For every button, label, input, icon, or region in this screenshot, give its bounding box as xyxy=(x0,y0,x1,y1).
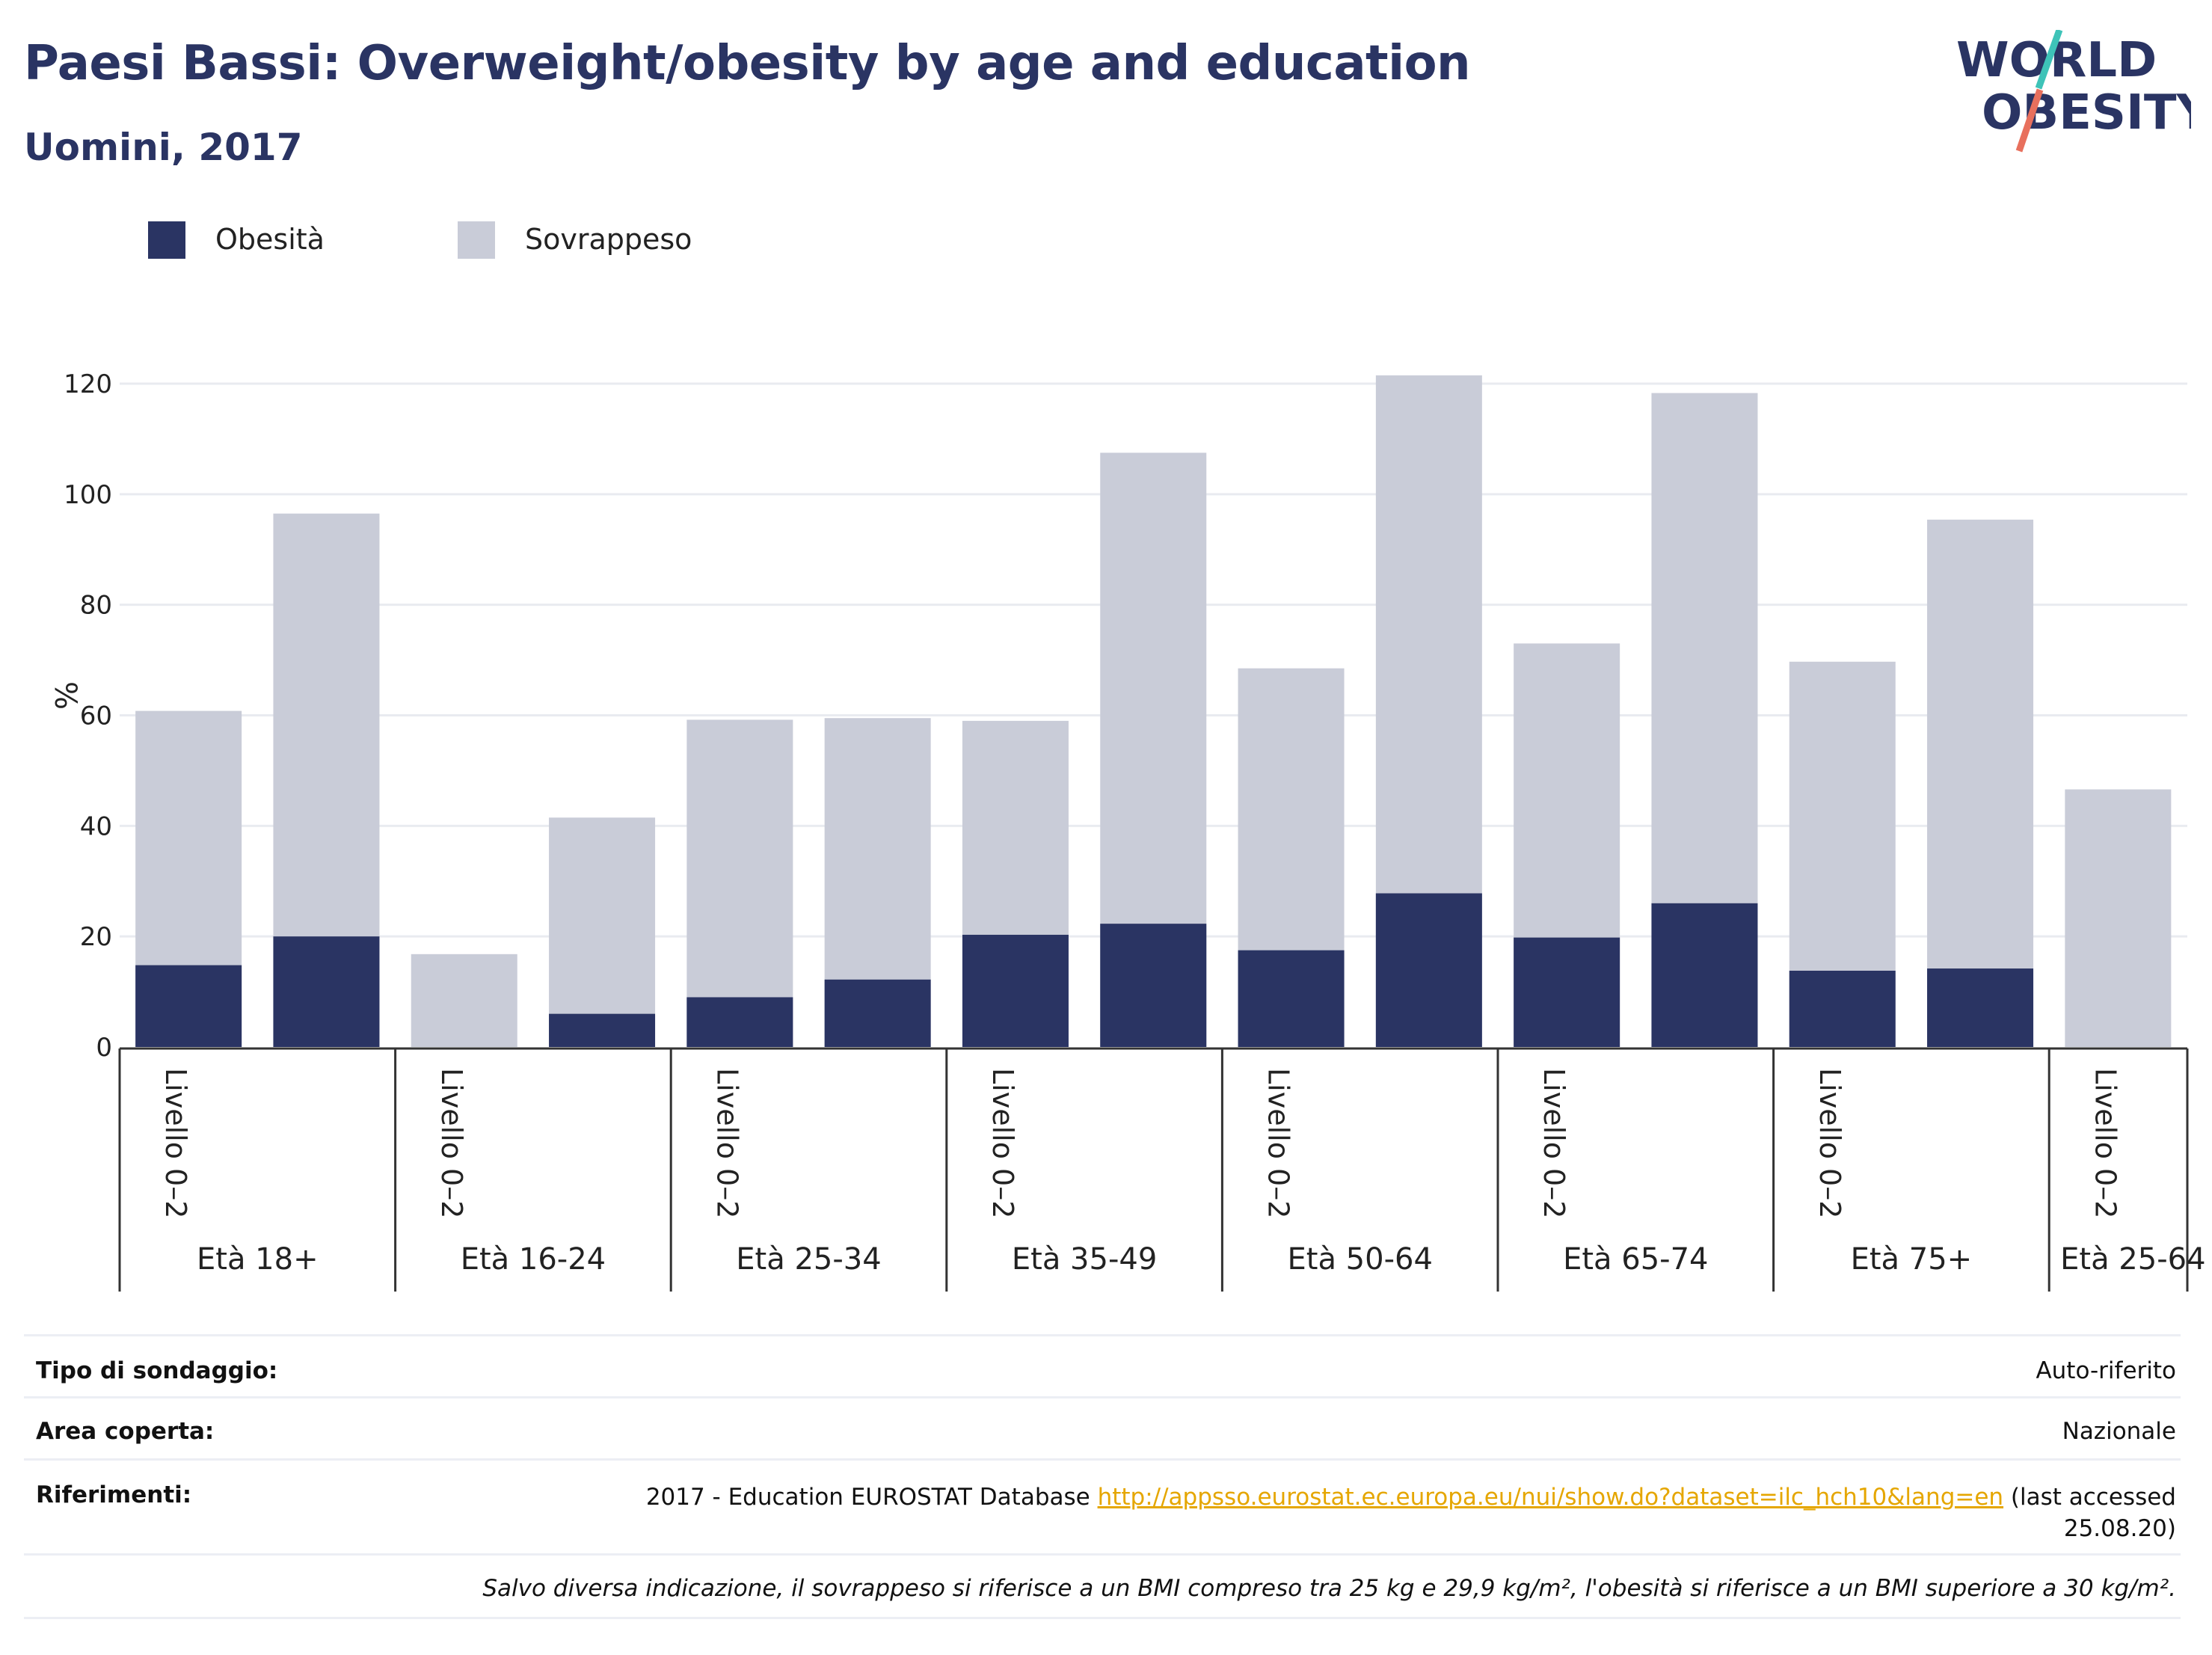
info-key-references: Riferimenti: xyxy=(36,1481,192,1508)
legend-label-obesita: Obesità xyxy=(215,223,325,256)
bar-obesita xyxy=(1927,968,2034,1047)
bar-obesita xyxy=(1789,970,1896,1047)
category-label: Livello 0–2 xyxy=(710,1068,743,1218)
info-row-references: Riferimenti: 2017 - Education EUROSTAT D… xyxy=(24,1458,2181,1553)
bar-chart: 0 20 40 60 80 100 120% Livello 0–2 Livello 0–2 Li… xyxy=(48,369,2206,1292)
group-label: Età 18+ xyxy=(197,1242,319,1277)
chart-title: Paesi Bassi: Overweight/obesity by age a… xyxy=(24,36,1471,91)
category-label: Livello 0–2 xyxy=(159,1068,192,1218)
bar-sovrappeso xyxy=(1927,519,2034,1047)
group-label: Età 35-49 xyxy=(1012,1242,1157,1277)
group-label: Età 16-24 xyxy=(461,1242,606,1277)
group-label: Età 25-64 xyxy=(2060,1242,2205,1277)
bar-obesita xyxy=(1651,903,1758,1047)
info-row-note: Salvo diversa indicazione, il sovrappeso… xyxy=(24,1553,2181,1619)
category-label: Livello 0–2 xyxy=(435,1068,468,1218)
y-tick-label: 120 xyxy=(64,369,112,399)
bar-obesita xyxy=(1375,893,1482,1047)
bar-sovrappeso xyxy=(549,817,656,1047)
category-label: Livello 0–2 xyxy=(986,1068,1019,1218)
y-tick-label: 40 xyxy=(80,811,112,841)
y-tick-label: 20 xyxy=(80,922,112,952)
bar-obesita xyxy=(1514,937,1620,1047)
world-obesity-logo: WORLD OBESITY xyxy=(1956,30,2191,153)
group-label: Età 50-64 xyxy=(1287,1242,1432,1277)
category-label: Livello 0–2 xyxy=(1537,1068,1570,1218)
info-row-survey: Tipo di sondaggio: Auto-riferito xyxy=(24,1334,2181,1396)
category-label: Livello 0–2 xyxy=(1262,1068,1295,1218)
legend-swatch-obesita xyxy=(148,221,185,259)
legend-label-sovrappeso: Sovrappeso xyxy=(525,223,692,256)
reference-accessed: (last accessed xyxy=(2003,1484,2176,1511)
bar-obesita xyxy=(686,997,793,1047)
y-axis-title: % xyxy=(48,681,82,710)
info-val-survey: Auto-riferito xyxy=(2036,1357,2176,1384)
reference-date: 25.08.20) xyxy=(2063,1515,2176,1542)
y-tick-label: 100 xyxy=(64,480,112,510)
info-val-area: Nazionale xyxy=(2062,1418,2176,1445)
category-label: Livello 0–2 xyxy=(2089,1068,2122,1218)
logo-slash-coral xyxy=(2015,88,2044,153)
bar-obesita xyxy=(824,979,931,1047)
bar-obesita xyxy=(549,1013,656,1047)
info-row-area: Area coperta: Nazionale xyxy=(24,1396,2181,1458)
bar-obesita xyxy=(1238,950,1345,1047)
group-label: Età 75+ xyxy=(1851,1242,1973,1277)
bar-obesita xyxy=(273,936,380,1047)
bar-obesita xyxy=(962,934,1069,1047)
definition-note: Salvo diversa indicazione, il sovrappeso… xyxy=(482,1575,2176,1602)
info-key-area: Area coperta: xyxy=(36,1418,215,1445)
bar-obesita xyxy=(1100,924,1207,1047)
legend-swatch-sovrappeso xyxy=(458,221,495,259)
chart-subtitle: Uomini, 2017 xyxy=(24,126,303,169)
y-tick-label: 80 xyxy=(80,591,112,621)
bar-obesita xyxy=(135,965,242,1047)
y-tick-label: 60 xyxy=(80,701,112,731)
reference-source: 2017 - Education EUROSTAT Database xyxy=(645,1484,1098,1511)
bar-sovrappeso xyxy=(686,719,793,1047)
bar-sovrappeso xyxy=(2065,789,2172,1047)
y-tick-label: 0 xyxy=(96,1033,112,1063)
logo-line-2: OBESITY xyxy=(1982,85,2191,141)
info-key-survey: Tipo di sondaggio: xyxy=(36,1357,278,1384)
logo-slash-teal xyxy=(2035,30,2063,90)
reference-link[interactable]: http://appsso.eurostat.ec.europa.eu/nui/… xyxy=(1097,1484,2004,1511)
group-label: Età 25-34 xyxy=(736,1242,881,1277)
category-label: Livello 0–2 xyxy=(1813,1068,1846,1218)
group-label: Età 65-74 xyxy=(1563,1242,1708,1277)
info-table: Tipo di sondaggio: Auto-riferito Area co… xyxy=(24,1334,2181,1619)
info-val-references: 2017 - Education EUROSTAT Database http:… xyxy=(646,1481,2176,1544)
bar-sovrappeso xyxy=(411,954,517,1047)
